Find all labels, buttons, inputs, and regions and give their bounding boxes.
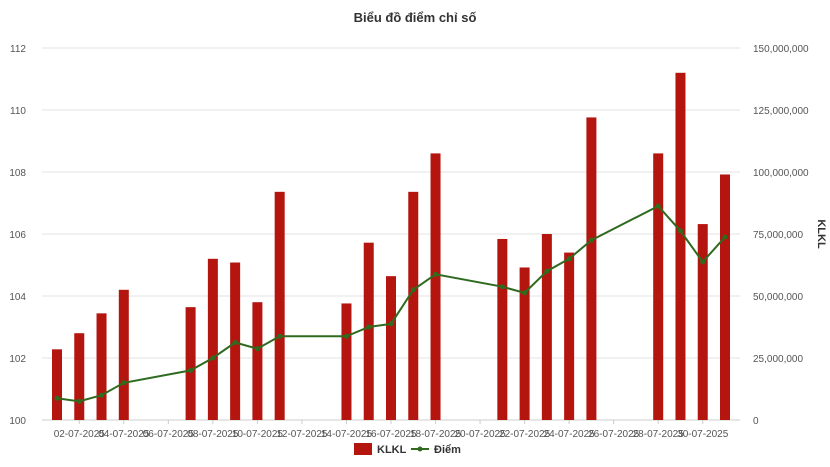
left-tick-label: 108: [9, 168, 26, 179]
left-tick-label: 104: [9, 292, 26, 303]
point-diem[interactable]: [99, 392, 105, 398]
right-tick-label: 75,000,000: [753, 230, 803, 241]
bar-klkl[interactable]: [96, 313, 107, 420]
left-tick-label: 112: [10, 44, 26, 55]
bar-klkl[interactable]: [207, 258, 218, 420]
x-tick-label: 26-07-2025: [588, 429, 640, 440]
left-tick-label: 102: [9, 354, 26, 365]
bar-klkl[interactable]: [408, 191, 419, 420]
bar-klkl[interactable]: [274, 191, 285, 420]
point-diem[interactable]: [433, 271, 439, 277]
left-tick-label: 100: [9, 416, 26, 427]
right-axis-ticks: 0 25,000,000 50,000,000 75,000,000 100,000,0…: [753, 44, 809, 427]
legend-swatch-diem-marker: [417, 446, 423, 452]
legend-label-klkl: KLKL: [377, 444, 407, 456]
right-axis-label: KLKL: [815, 219, 827, 249]
legend-label-diem: Điểm: [434, 444, 461, 456]
line-series-diem: [54, 203, 728, 404]
bar-klkl[interactable]: [118, 289, 129, 420]
bar-klkl[interactable]: [697, 224, 708, 420]
point-diem[interactable]: [388, 321, 394, 327]
bar-klkl[interactable]: [430, 153, 441, 420]
point-diem[interactable]: [210, 355, 216, 361]
bar-klkl[interactable]: [386, 276, 396, 420]
point-diem[interactable]: [700, 259, 706, 265]
point-diem[interactable]: [254, 346, 260, 352]
point-diem[interactable]: [677, 228, 683, 234]
point-diem[interactable]: [121, 380, 127, 386]
left-tick-label: 110: [10, 106, 26, 117]
x-tick-label: 24-07-2025: [544, 429, 596, 440]
left-tick-label: 106: [9, 230, 26, 241]
point-diem[interactable]: [277, 333, 283, 339]
bar-klkl[interactable]: [720, 174, 730, 420]
x-tick-label: 06-07-2025: [143, 429, 195, 440]
point-diem[interactable]: [410, 287, 416, 293]
legend[interactable]: KLKL Điểm: [354, 443, 461, 456]
x-tick-label: 10-07-2025: [232, 429, 284, 440]
point-diem[interactable]: [722, 234, 728, 240]
x-tick-label: 08-07-2025: [187, 429, 239, 440]
bar-klkl[interactable]: [52, 349, 62, 420]
x-tick-label: 02-07-2025: [54, 429, 106, 440]
chart-title: Biểu đồ điểm chỉ số: [354, 10, 477, 25]
bar-klkl[interactable]: [185, 307, 196, 420]
point-diem[interactable]: [588, 237, 594, 243]
bar-klkl[interactable]: [675, 72, 686, 421]
x-tick-label: 28-07-2025: [633, 429, 685, 440]
x-tick-label: 12-07-2025: [276, 429, 328, 440]
point-diem[interactable]: [566, 256, 572, 262]
right-tick-label: 150,000,000: [753, 44, 809, 55]
right-tick-label: 125,000,000: [753, 106, 809, 117]
point-diem[interactable]: [544, 268, 550, 274]
point-diem[interactable]: [343, 333, 349, 339]
bar-klkl[interactable]: [653, 153, 664, 420]
bar-klkl[interactable]: [74, 333, 85, 420]
bar-klkl[interactable]: [541, 234, 552, 420]
bar-klkl[interactable]: [363, 242, 374, 420]
point-diem[interactable]: [188, 367, 194, 373]
point-diem[interactable]: [54, 395, 60, 401]
right-tick-label: 100,000,000: [753, 168, 809, 179]
bar-klkl[interactable]: [497, 238, 508, 420]
bar-klkl[interactable]: [252, 302, 263, 420]
bar-klkl[interactable]: [586, 117, 597, 420]
right-tick-label: 25,000,000: [753, 354, 803, 365]
point-diem[interactable]: [499, 284, 505, 290]
bar-klkl[interactable]: [519, 267, 530, 420]
x-axis-ticks: 02-07-202504-07-202506-07-202508-07-2025…: [54, 420, 729, 440]
x-tick-label: 30-07-2025: [677, 429, 729, 440]
point-diem[interactable]: [522, 290, 528, 296]
bar-klkl[interactable]: [564, 252, 575, 420]
bar-klkl[interactable]: [341, 303, 352, 420]
bar-series-klkl: [52, 72, 730, 421]
x-tick-label: 22-07-2025: [499, 429, 551, 440]
point-diem[interactable]: [76, 398, 82, 404]
point-diem[interactable]: [232, 340, 238, 345]
x-tick-label: 18-07-2025: [410, 429, 462, 440]
legend-swatch-klkl: [354, 443, 372, 455]
x-tick-label: 16-07-2025: [365, 429, 417, 440]
left-axis-ticks: 100 102 104 106 108 110 112: [9, 44, 26, 427]
right-tick-label: 50,000,000: [753, 292, 803, 303]
x-tick-label: 04-07-2025: [98, 429, 150, 440]
point-diem[interactable]: [366, 324, 372, 330]
x-tick-label: 20-07-2025: [454, 429, 506, 440]
x-tick-label: 14-07-2025: [321, 429, 373, 440]
point-diem[interactable]: [655, 203, 661, 209]
right-tick-label: 0: [753, 416, 759, 427]
